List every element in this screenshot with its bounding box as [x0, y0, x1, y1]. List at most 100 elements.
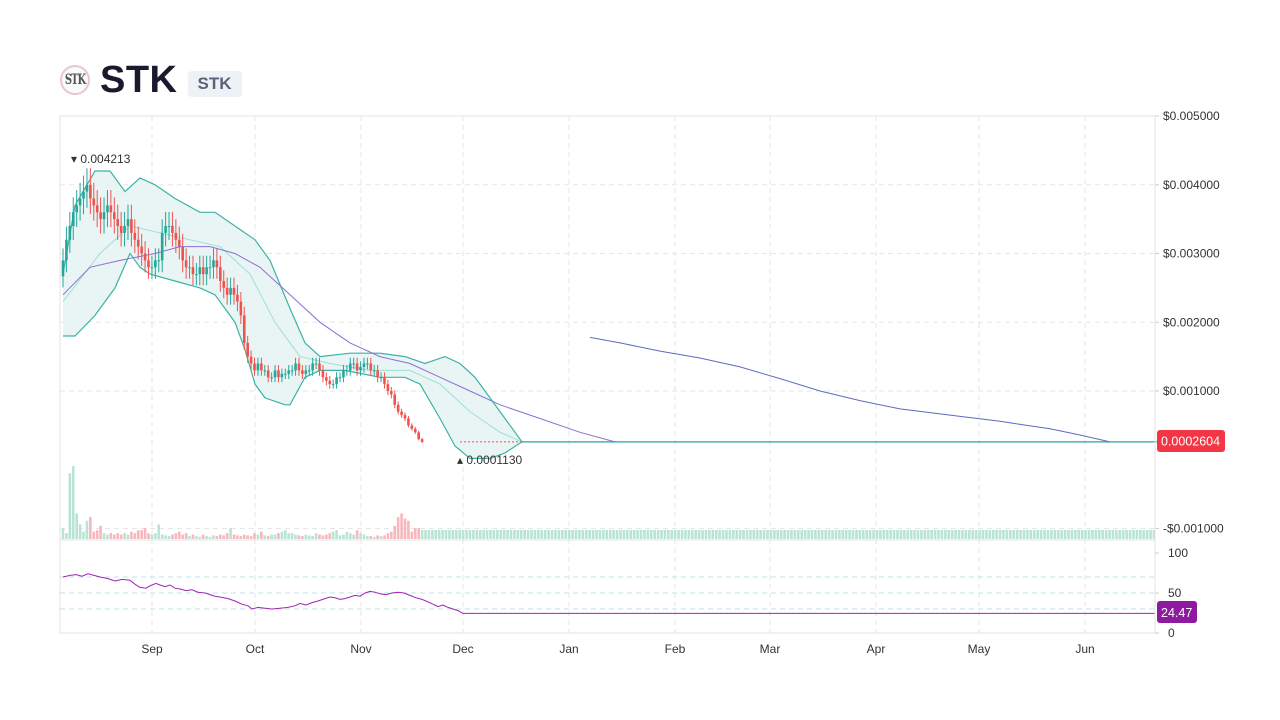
volume-bar-placeholder	[571, 530, 574, 539]
candle-body	[280, 373, 284, 378]
volume-bar-placeholder	[1029, 530, 1033, 539]
volume-bar	[400, 513, 403, 539]
bollinger-bands	[62, 170, 523, 459]
candle-body	[171, 226, 174, 233]
volume-bar	[130, 531, 133, 539]
volume-bar-placeholder	[533, 530, 537, 539]
rsi-value-badge: 24.47	[1157, 601, 1197, 623]
volume-bar-placeholder	[786, 530, 790, 539]
volume-bar-placeholder	[578, 530, 581, 539]
volume-bar	[154, 533, 157, 539]
volume-bar-placeholder	[971, 530, 975, 539]
volume-bar	[85, 520, 89, 539]
candle-body	[201, 267, 205, 275]
volume-bar-placeholder	[937, 530, 940, 539]
volume-bar-placeholder	[619, 530, 622, 539]
volume-bar-placeholder	[636, 530, 639, 539]
volume-bar	[342, 534, 345, 539]
volume-bar-placeholder	[773, 530, 776, 539]
volume-bar	[383, 535, 386, 539]
volume-bar-placeholder	[677, 530, 680, 539]
volume-bar	[249, 536, 253, 539]
volume-bar-placeholder	[899, 530, 903, 539]
volume-bar-placeholder	[714, 530, 718, 539]
time-tick-label: Sep	[141, 642, 163, 656]
volume-bar-placeholder	[725, 530, 728, 539]
volume-bar	[253, 533, 256, 539]
volume-bar-placeholder	[458, 530, 462, 539]
volume-bar-placeholder	[995, 530, 998, 539]
volume-bar	[366, 536, 369, 539]
volume-bar	[123, 533, 126, 539]
candle-body	[147, 260, 150, 268]
candle-body	[386, 384, 390, 391]
volume-bar-placeholder	[472, 530, 475, 539]
volume-bar-placeholder	[537, 530, 540, 539]
volume-bar	[331, 531, 335, 539]
volume-bar-placeholder	[810, 530, 814, 539]
volume-bar-placeholder	[1118, 530, 1122, 539]
volume-bar	[160, 534, 164, 539]
projection-line	[589, 336, 1111, 443]
volume-bar-placeholder	[489, 530, 492, 539]
volume-bar	[92, 531, 96, 539]
volume-bar-placeholder	[968, 530, 971, 539]
band-lower	[63, 252, 523, 459]
volume-bar-placeholder	[807, 530, 810, 539]
volume-bar	[266, 536, 270, 539]
candle-body	[61, 260, 65, 277]
candle-body	[75, 205, 78, 213]
volume-bar	[407, 520, 410, 539]
volume-bar-placeholder	[540, 530, 544, 539]
candle-body	[277, 370, 280, 378]
volume-bar-placeholder	[567, 530, 571, 539]
volume-bar-placeholder	[516, 530, 520, 539]
candle-body	[78, 198, 82, 206]
candle-body	[109, 205, 113, 213]
volume-bar-placeholder	[1022, 530, 1026, 539]
volume-bar-placeholder	[926, 530, 930, 539]
volume-bar-placeholder	[701, 530, 704, 539]
volume-bar	[321, 535, 325, 539]
volume-bar-placeholder	[496, 530, 499, 539]
volume-bar-placeholder	[896, 530, 899, 539]
volume-bar-placeholder	[519, 530, 523, 539]
volume-bar-placeholder	[1060, 530, 1063, 539]
volume-bar	[297, 535, 301, 539]
candle-body	[71, 212, 75, 226]
volume-bar-placeholder	[694, 530, 697, 539]
volume-bar-placeholder	[1104, 530, 1108, 539]
moving-averages	[62, 246, 1158, 443]
volume-bar	[345, 531, 349, 539]
volume-bar-placeholder	[499, 530, 503, 539]
volume-bar	[157, 524, 161, 539]
candle-body	[417, 432, 420, 440]
volume-bar	[119, 534, 123, 539]
last-price-badge: 0.0002604	[1157, 430, 1225, 452]
volume-bar-placeholder	[1121, 530, 1125, 539]
volume-bar-placeholder	[820, 530, 824, 539]
candle-body	[191, 267, 195, 275]
time-tick-label: Mar	[760, 642, 781, 656]
volume-bar-placeholder	[865, 530, 868, 539]
volume-bar	[280, 531, 284, 539]
candle-body	[318, 363, 321, 371]
volume-bar	[215, 536, 219, 539]
volume-bar-placeholder	[612, 530, 615, 539]
candle-body	[236, 294, 239, 302]
volume-bar-placeholder	[1139, 530, 1142, 539]
volume-bar	[311, 536, 314, 539]
volume-bar-placeholder	[663, 530, 667, 539]
candle-body	[249, 356, 253, 364]
volume-bar-placeholder	[588, 530, 591, 539]
volume-bar-placeholder	[749, 530, 752, 539]
candle-body	[154, 260, 157, 268]
volume-bar-placeholder	[844, 530, 848, 539]
volume-bar-placeholder	[985, 530, 988, 539]
volume-bar-placeholder	[550, 530, 554, 539]
volume-bar-placeholder	[615, 530, 619, 539]
candle-body	[355, 363, 359, 371]
candle-body	[208, 267, 212, 269]
volume-bar	[413, 528, 417, 539]
